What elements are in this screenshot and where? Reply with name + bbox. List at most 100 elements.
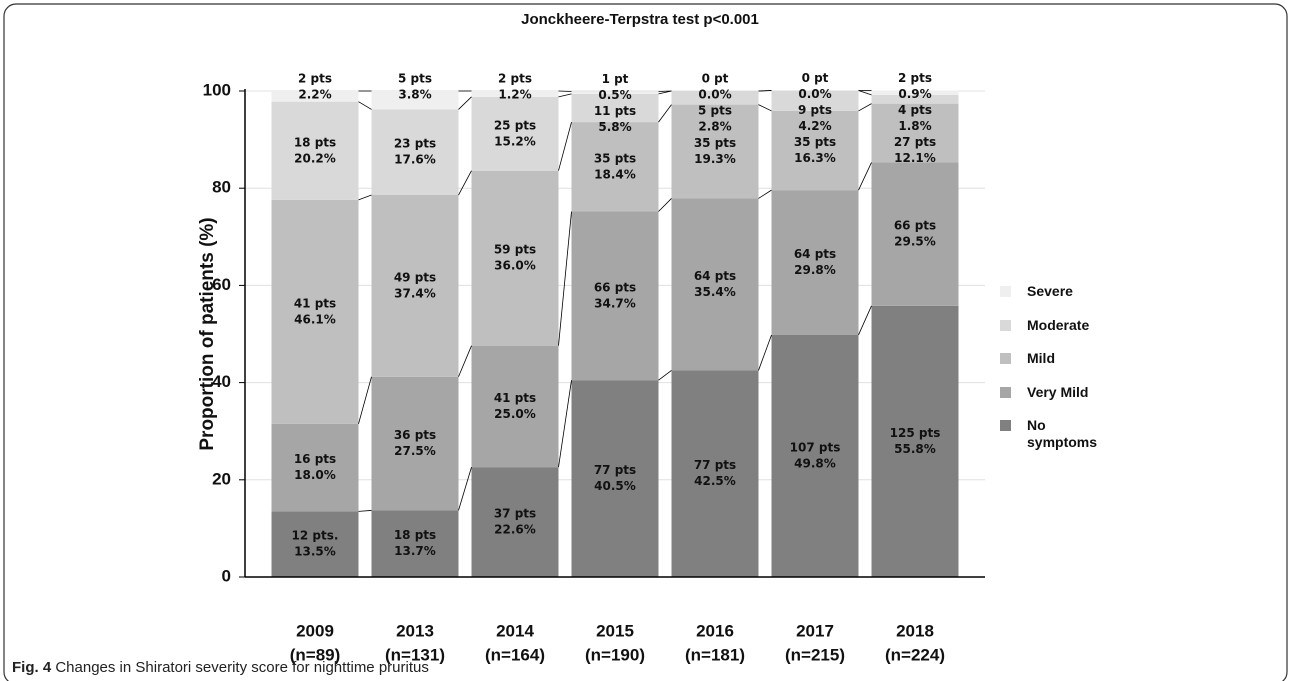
data-label: 16.3%: [794, 151, 836, 165]
data-label: 27.5%: [394, 444, 436, 458]
connector: [858, 162, 872, 191]
bar-segment: [771, 110, 859, 191]
data-label: 0.5%: [598, 88, 631, 102]
bar-segment: [871, 90, 959, 95]
bar-segment: [571, 211, 659, 381]
data-label-count: 59 pts: [494, 243, 536, 257]
x-tick-sublabel: (n=89): [290, 645, 341, 664]
data-label-count: 9 pts: [798, 103, 832, 117]
data-label: 20.2%: [294, 151, 336, 165]
data-label: 13.7%: [394, 544, 436, 558]
x-tick-sublabel: (n=215): [785, 645, 845, 664]
data-label: 34.7%: [594, 296, 636, 310]
data-label-count: 4 pts: [898, 103, 932, 117]
data-label: 2.8%: [698, 120, 731, 134]
legend-label: Very Mild: [1027, 383, 1089, 400]
legend-swatch: [1000, 420, 1011, 431]
connector: [558, 93, 572, 98]
bar-segment: [471, 170, 559, 346]
data-label-count: 64 pts: [694, 269, 736, 283]
legend-item: Very Mild: [1000, 384, 1150, 418]
connector: [858, 103, 872, 112]
bar-segment: [271, 423, 359, 512]
bar-segment: [271, 91, 359, 102]
connector: [858, 90, 872, 96]
connector: [758, 334, 772, 371]
data-label-count: 35 pts: [794, 135, 836, 149]
data-label-count: 0 pt: [802, 71, 829, 85]
data-label: 12.1%: [894, 151, 936, 165]
x-tick-sublabel: (n=190): [585, 645, 645, 664]
data-label-count: 64 pts: [794, 247, 836, 261]
bar-segment: [871, 162, 959, 306]
data-label-count: 2 pts: [498, 72, 532, 86]
connector: [458, 96, 472, 110]
bar-segment: [871, 94, 959, 104]
bar-segment: [471, 96, 559, 171]
y-tick-label: 20: [212, 469, 231, 488]
data-label-count: 35 pts: [594, 151, 636, 165]
y-tick-label: 40: [212, 372, 231, 391]
legend-swatch: [1000, 319, 1011, 331]
x-tick-label: 2009: [296, 621, 334, 640]
caption-text: Changes in Shiratori severity score for …: [55, 659, 429, 676]
data-label: 29.8%: [794, 263, 836, 277]
legend-item: Moderate: [1000, 317, 1150, 351]
y-axis-label: Proportion of patients (%): [197, 217, 218, 450]
data-label: 46.1%: [294, 312, 336, 326]
data-label: 42.5%: [694, 474, 736, 488]
data-label: 5.8%: [598, 120, 631, 134]
connector: [358, 510, 372, 512]
bar-segment: [371, 91, 459, 110]
data-label-count: 77 pts: [594, 463, 636, 477]
connector: [558, 122, 572, 171]
legend: Severe Moderate Mild Very Mild No symptoms: [1000, 283, 1150, 451]
data-label-count: 41 pts: [494, 391, 536, 405]
caption-label: Fig. 4: [12, 659, 52, 676]
x-tick-label: 2015: [596, 621, 634, 640]
data-label: 19.3%: [694, 152, 736, 166]
connector: [358, 376, 372, 425]
data-label-count: 2 pts: [898, 71, 932, 85]
bar-segment: [471, 91, 559, 97]
legend-label: Mild: [1027, 350, 1055, 366]
legend-label: No symptoms: [1027, 417, 1098, 450]
data-label: 18.4%: [594, 167, 636, 181]
legend-label: Moderate: [1027, 316, 1090, 333]
bar-segment: [571, 122, 659, 212]
data-label-count: 66 pts: [894, 219, 936, 233]
connector: [558, 380, 572, 468]
data-label: 25.0%: [494, 407, 536, 421]
bar-segment: [871, 103, 959, 163]
bar-segment: [271, 199, 359, 424]
legend-swatch: [1000, 353, 1011, 364]
legend-item: No symptoms: [1000, 417, 1150, 451]
connector: [458, 345, 472, 377]
data-label-count: 1 pt: [602, 72, 629, 86]
bar-segment: [671, 104, 759, 199]
data-label: 55.8%: [894, 442, 936, 456]
data-label-count: 36 pts: [394, 428, 436, 442]
data-label-count: 41 pts: [294, 296, 336, 310]
connector: [458, 467, 472, 511]
data-label-count: 66 pts: [594, 280, 636, 294]
data-label-count: 77 pts: [694, 458, 736, 472]
data-label-count: 11 pts: [594, 104, 636, 118]
bar-segment: [571, 380, 659, 577]
y-tick-label: 100: [203, 80, 231, 99]
data-label: 29.5%: [894, 235, 936, 249]
bar-segment: [571, 93, 659, 123]
x-tick-sublabel: (n=181): [685, 645, 745, 664]
data-label: 37.4%: [394, 286, 436, 300]
y-tick-label: 60: [212, 275, 231, 294]
bar-segment: [471, 345, 559, 468]
data-label-count: 18 pts: [294, 135, 336, 149]
x-tick-sublabel: (n=224): [885, 645, 945, 664]
bar-segment: [771, 90, 859, 111]
frame: [3, 3, 1288, 681]
data-label: 17.6%: [394, 153, 436, 167]
data-label: 15.2%: [494, 134, 536, 148]
y-tick-label: 0: [222, 566, 231, 585]
